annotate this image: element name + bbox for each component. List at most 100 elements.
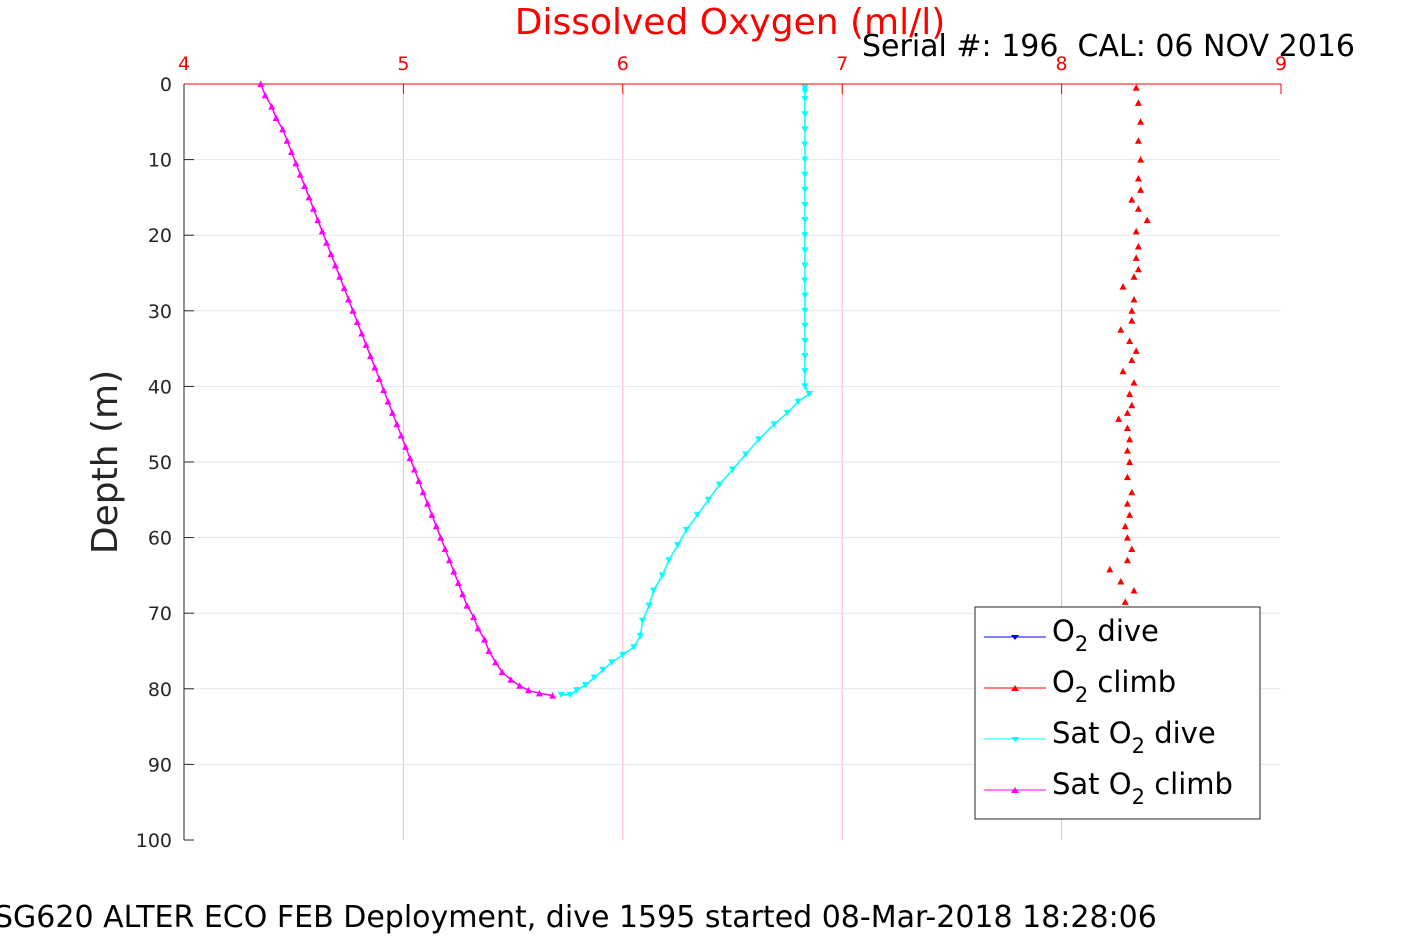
data-point-sat_dive-43 — [599, 666, 607, 674]
data-point-o2_climb-11 — [1134, 243, 1142, 250]
data-point-o2_climb-27 — [1123, 409, 1131, 416]
data-point-sat_climb-48 — [474, 624, 482, 632]
data-point-sat_climb-12 — [314, 216, 322, 224]
data-point-sat_climb-52 — [498, 668, 506, 676]
data-point-o2_climb-18 — [1128, 317, 1136, 324]
data-point-o2_climb-9 — [1143, 216, 1151, 224]
data-point-sat_dive-38 — [639, 617, 647, 625]
data-point-sat_dive-10 — [801, 217, 809, 224]
data-point-sat_climb-34 — [410, 466, 418, 473]
data-point-sat_dive-37 — [645, 602, 653, 610]
data-point-sat_dive-39 — [636, 632, 644, 640]
data-point-o2_climb-39 — [1128, 545, 1136, 552]
data-point-o2_climb-7 — [1128, 196, 1136, 203]
x-tick-label-8: 8 — [1056, 53, 1068, 75]
legend-entry-sat-o2-dive: Sat O2 dive — [984, 716, 1216, 758]
legend-label-o2-dive: O2 dive — [1052, 614, 1159, 656]
y-tick-label-20: 20 — [148, 225, 172, 247]
data-point-sat_dive-17 — [801, 322, 809, 330]
data-point-sat_climb-53 — [507, 676, 515, 683]
data-point-o2_climb-29 — [1123, 424, 1131, 431]
data-point-sat_dive-42 — [608, 659, 616, 666]
data-point-o2_climb-37 — [1121, 522, 1129, 530]
data-point-sat_climb-36 — [419, 488, 427, 496]
data-point-sat_dive-32 — [682, 527, 690, 534]
y-tick-label-80: 80 — [148, 679, 172, 701]
legend: O2 dive O2 climb Sat O2 dive Sat O2 clim… — [974, 606, 1261, 820]
data-point-sat_dive-23 — [794, 398, 802, 406]
y-tick-label-90: 90 — [148, 754, 172, 776]
data-point-sat_climb-30 — [393, 420, 401, 428]
data-point-sat_climb-37 — [424, 500, 432, 507]
data-point-sat_dive-13 — [801, 262, 809, 269]
data-point-sat_climb-2 — [268, 103, 276, 110]
data-point-sat_dive-36 — [650, 587, 658, 595]
data-point-sat_climb-51 — [492, 658, 500, 666]
data-point-sat_climb-26 — [375, 375, 383, 382]
data-point-o2_climb-31 — [1123, 447, 1131, 454]
data-point-o2_climb-21 — [1132, 347, 1140, 354]
data-point-sat_dive-12 — [801, 247, 809, 254]
x-tick-label-9: 9 — [1275, 53, 1287, 75]
data-point-sat_dive-18 — [801, 338, 809, 345]
data-point-sat_climb-31 — [397, 432, 405, 439]
data-point-sat_dive-6 — [801, 156, 809, 164]
legend-label-sat-o2-dive: Sat O2 dive — [1052, 716, 1216, 758]
data-point-sat_dive-34 — [665, 557, 673, 564]
data-point-sat_climb-7 — [292, 159, 300, 167]
data-point-sat_climb-15 — [327, 250, 335, 258]
data-point-sat_climb-11 — [309, 205, 317, 212]
data-point-sat_climb-27 — [380, 386, 388, 394]
data-point-sat_climb-16 — [331, 261, 339, 269]
data-point-sat_climb-19 — [345, 295, 353, 303]
data-point-sat_dive-30 — [704, 496, 712, 504]
data-point-sat_climb-10 — [305, 193, 313, 201]
data-point-sat_climb-45 — [459, 590, 467, 598]
data-point-sat_climb-57 — [549, 692, 557, 699]
data-point-o2_climb-44 — [1121, 598, 1129, 605]
data-point-sat_climb-32 — [402, 443, 410, 450]
data-point-sat_climb-54 — [516, 682, 524, 689]
y-tick-label-100: 100 — [136, 830, 172, 852]
data-point-sat_climb-44 — [454, 579, 462, 586]
data-point-sat_dive-2 — [801, 96, 809, 103]
x-tick-label-6: 6 — [617, 53, 629, 75]
data-point-sat_dive-41 — [619, 651, 627, 659]
x-tick-labels: 4 5 6 7 8 9 — [178, 53, 1287, 75]
axes — [183, 83, 1282, 841]
data-point-o2_climb-13 — [1134, 265, 1142, 273]
series-line-sat_climb — [260, 83, 553, 697]
data-point-sat_climb-1 — [261, 91, 269, 99]
data-point-sat_climb-5 — [283, 137, 291, 144]
y-tick-label-30: 30 — [148, 301, 172, 323]
data-marks — [257, 80, 1151, 699]
data-point-sat_climb-49 — [481, 636, 489, 643]
data-point-o2_climb-35 — [1123, 500, 1131, 507]
data-point-o2_climb-14 — [1130, 273, 1138, 280]
data-point-sat_climb-56 — [535, 689, 543, 697]
legend-entry-o2-dive: O2 dive — [984, 614, 1159, 656]
data-point-sat_dive-47 — [566, 691, 574, 699]
data-point-sat_dive-0 — [801, 84, 809, 92]
x-tick-label-5: 5 — [397, 53, 409, 75]
data-point-sat_dive-5 — [801, 141, 809, 148]
data-point-sat_dive-33 — [674, 542, 682, 549]
data-point-o2_climb-34 — [1128, 488, 1136, 496]
data-point-sat_climb-6 — [288, 148, 296, 156]
data-point-o2_climb-42 — [1117, 577, 1125, 585]
legend-marker-sat-o2-climb — [1011, 787, 1019, 793]
data-point-sat_climb-35 — [415, 477, 423, 484]
data-point-sat_dive-20 — [801, 368, 809, 375]
data-point-sat_dive-27 — [742, 451, 750, 458]
data-point-o2_climb-15 — [1119, 283, 1127, 290]
data-point-o2_climb-30 — [1126, 435, 1134, 443]
data-point-sat_dive-11 — [801, 232, 809, 239]
data-point-sat_climb-46 — [463, 602, 471, 609]
data-point-sat_climb-42 — [445, 556, 453, 564]
data-point-sat_dive-28 — [729, 466, 736, 474]
y-tick-label-60: 60 — [148, 528, 172, 550]
data-point-sat_dive-25 — [770, 421, 778, 428]
data-point-sat_dive-21 — [801, 383, 809, 390]
data-point-sat_climb-23 — [362, 341, 370, 348]
